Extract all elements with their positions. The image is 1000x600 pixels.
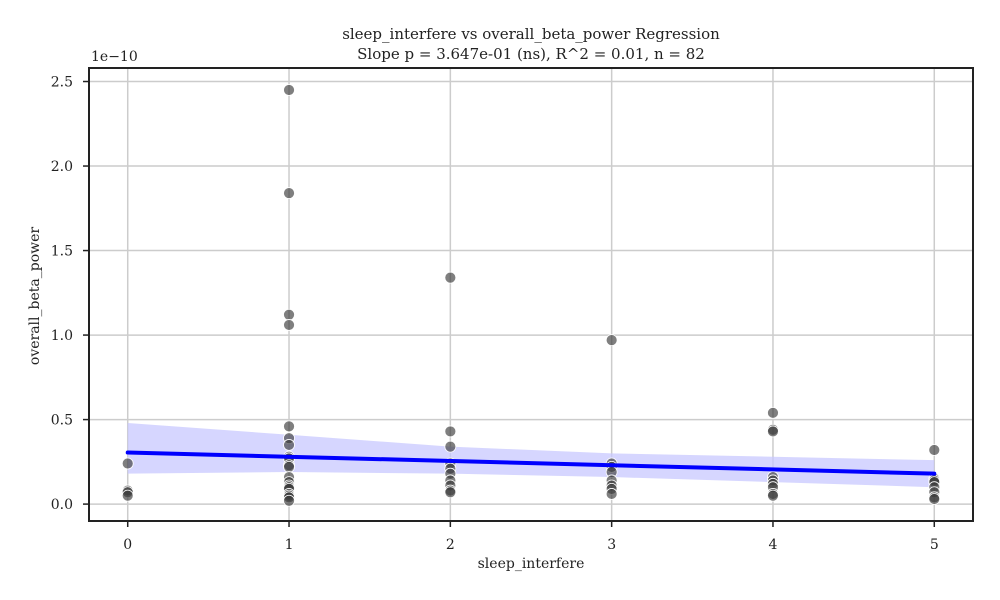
regression-line <box>125 450 937 476</box>
data-point <box>283 439 295 451</box>
x-tick-label: 0 <box>123 537 132 553</box>
y-tick-label: 1.5 <box>51 244 73 260</box>
data-point <box>283 494 295 507</box>
confidence-band <box>127 422 935 488</box>
x-tick-label: 4 <box>769 537 778 553</box>
data-point <box>283 319 295 331</box>
axes-frame <box>88 67 974 522</box>
chart-subtitle: Slope p = 3.647e-01 (ns), R^2 = 0.01, n … <box>357 45 705 63</box>
x-tick-label: 5 <box>930 537 939 553</box>
data-point <box>767 425 779 438</box>
data-point <box>605 488 618 500</box>
x-tick-label: 3 <box>607 537 616 553</box>
data-point <box>767 406 779 419</box>
data-point <box>283 461 295 473</box>
data-point <box>283 84 295 96</box>
data-point <box>283 308 295 321</box>
data-point <box>444 271 457 284</box>
data-point <box>283 187 295 199</box>
data-point <box>444 425 457 438</box>
ticks: 0 1 2 3 4 5 0.0 0.5 1.0 1.5 2.0 2.5 <box>51 75 939 553</box>
data-point <box>928 444 941 456</box>
data-point <box>444 486 457 499</box>
y-tick-label: 1.0 <box>51 328 73 344</box>
y-tick-label: 2.0 <box>51 159 73 175</box>
y-tick-label: 0.5 <box>51 413 73 429</box>
y-tick-label: 2.5 <box>51 75 73 91</box>
confidence-band-layer <box>127 422 935 488</box>
x-axis-label: sleep_interfere <box>477 556 585 572</box>
regression-line-layer <box>125 450 937 476</box>
y-tick-label: 0.0 <box>51 497 73 513</box>
data-point <box>444 440 457 453</box>
data-point <box>767 489 779 502</box>
data-point <box>121 457 134 470</box>
y-axis-exponent: 1e−10 <box>91 49 138 65</box>
axes <box>88 67 974 522</box>
data-point <box>605 334 618 347</box>
x-tick-label: 1 <box>285 537 294 553</box>
data-point <box>283 420 295 433</box>
chart-title: sleep_interfere vs overall_beta_power Re… <box>342 25 720 43</box>
data-point <box>928 493 941 505</box>
x-tick-label: 2 <box>446 537 455 553</box>
points-layer <box>121 84 941 507</box>
data-point <box>121 489 134 502</box>
